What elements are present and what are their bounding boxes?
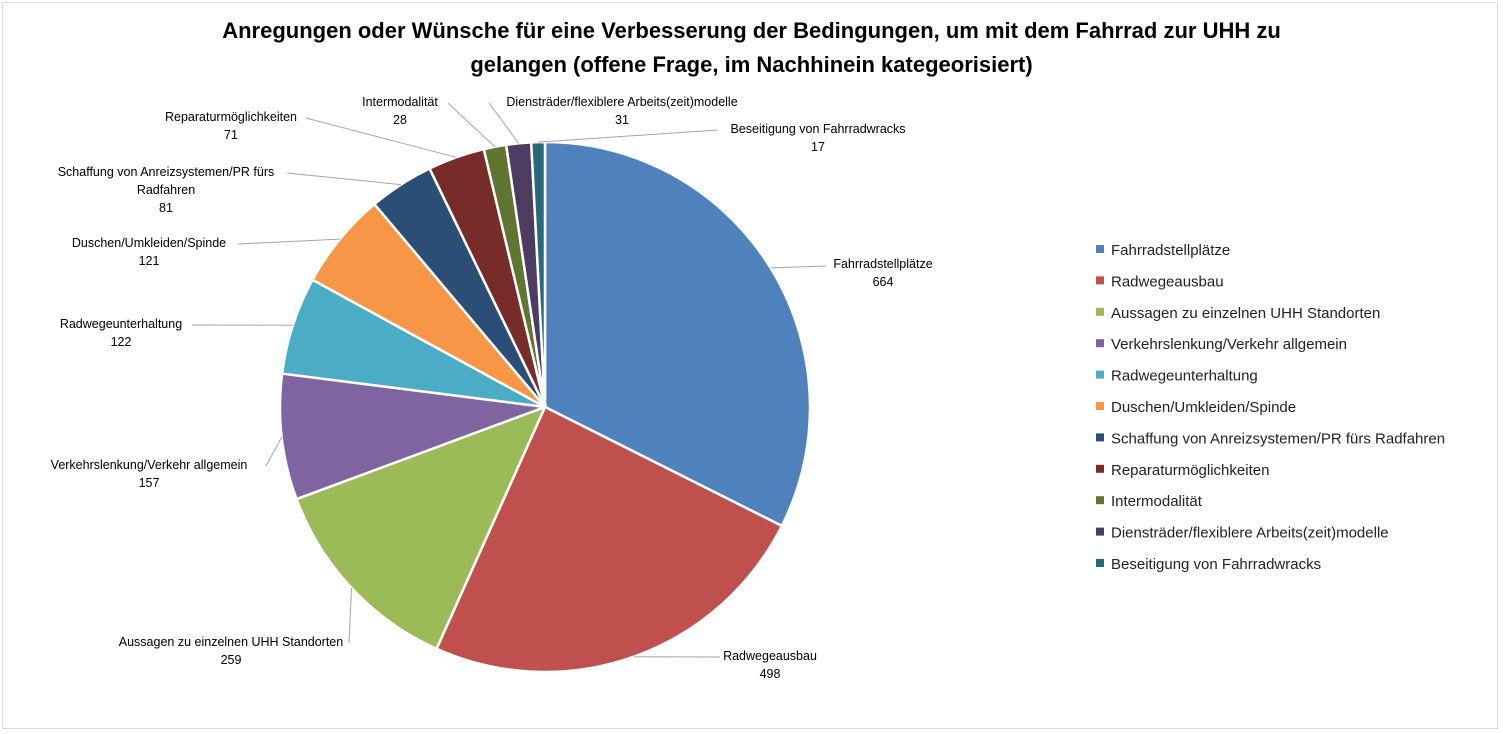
legend-label-radwegeausbau: Radwegeausbau xyxy=(1111,273,1224,290)
legend-label-aussagen-zu-einzelnen-uhh-standorten: Aussagen zu einzelnen UHH Standorten xyxy=(1111,305,1380,322)
legend-swatch-schaffung-von-anreizsystemen-pr-furs-radfahren xyxy=(1096,433,1104,442)
leader-line-beseitigung-von-fahrradwracks xyxy=(538,129,719,143)
legend-swatch-intermodalitat xyxy=(1096,496,1104,505)
leader-line-schaffung-von-anreizsystemen-pr-furs-radfahren xyxy=(286,172,401,186)
chart-title-line-2: gelangen (offene Frage, im Nachhinein ka… xyxy=(470,52,1033,77)
legend-swatch-verkehrslenkung-verkehr-allgemein xyxy=(1096,339,1104,348)
chart-title: Anregungen oder Wünsche für eine Verbess… xyxy=(0,14,1503,82)
legend-swatch-reparaturmoglichkeiten xyxy=(1096,464,1104,473)
legend-swatch-beseitigung-von-fahrradwracks xyxy=(1096,559,1104,567)
leader-line-verkehrslenkung-verkehr-allgemein xyxy=(265,436,283,467)
data-label-value-dienstrader-flexiblere-arbeits-zeit-modelle: 31 xyxy=(615,113,629,127)
leader-line-dienstrader-flexiblere-arbeits-zeit-modelle xyxy=(488,102,520,144)
legend-swatch-fahrradstellplatze xyxy=(1096,245,1104,253)
legend-label-schaffung-von-anreizsystemen-pr-furs-radfahren: Schaffung von Anreizsystemen/PR fürs Rad… xyxy=(1111,430,1445,447)
legend-label-verkehrslenkung-verkehr-allgemein: Verkehrslenkung/Verkehr allgemein xyxy=(1111,336,1347,353)
data-label-value-radwegeunterhaltung: 122 xyxy=(111,335,132,349)
data-label-category-radwegeausbau: Radwegeausbau xyxy=(723,649,817,663)
data-label-value-aussagen-zu-einzelnen-uhh-standorten: 259 xyxy=(221,653,242,667)
leader-line-reparaturmoglichkeiten xyxy=(305,117,457,158)
leader-line-aussagen-zu-einzelnen-uhh-standorten xyxy=(348,587,352,644)
legend-swatch-duschen-umkleiden-spinde xyxy=(1096,402,1104,410)
data-label-value-reparaturmoglichkeiten: 71 xyxy=(224,128,238,142)
data-label-category-schaffung-von-anreizsystemen-pr-furs-radfahren: Radfahren xyxy=(137,183,195,197)
data-label-category-aussagen-zu-einzelnen-uhh-standorten: Aussagen zu einzelnen UHH Standorten xyxy=(119,635,343,649)
data-label-value-beseitigung-von-fahrradwracks: 17 xyxy=(811,140,825,154)
data-label-category-reparaturmoglichkeiten: Reparaturmöglichkeiten xyxy=(165,110,297,124)
legend-label-radwegeunterhaltung: Radwegeunterhaltung xyxy=(1111,368,1258,385)
data-label-value-radwegeausbau: 498 xyxy=(760,667,781,681)
data-label-value-verkehrslenkung-verkehr-allgemein: 157 xyxy=(139,476,160,490)
legend: Fahrradstellplätze Radwegeausbau Aussagen … xyxy=(1096,242,1445,573)
data-labels: Fahrradstellplätze 664 Radwegeausbau 498 Aus… xyxy=(51,95,933,681)
legend-label-duschen-umkleiden-spinde: Duschen/Umkleiden/Spinde xyxy=(1111,399,1296,416)
data-label-category-fahrradstellplatze: Fahrradstellplätze xyxy=(833,257,932,271)
data-label-category-beseitigung-von-fahrradwracks: Beseitigung von Fahrradwracks xyxy=(730,122,905,136)
data-label-value-schaffung-von-anreizsystemen-pr-furs-radfahren: 81 xyxy=(159,201,173,215)
leader-line-duschen-umkleiden-spinde xyxy=(237,238,341,245)
data-label-category-radwegeunterhaltung: Radwegeunterhaltung xyxy=(60,317,182,331)
legend-label-reparaturmoglichkeiten: Reparaturmöglichkeiten xyxy=(1111,462,1269,479)
legend-label-beseitigung-von-fahrradwracks: Beseitigung von Fahrradwracks xyxy=(1111,556,1321,573)
leader-line-intermodalitat xyxy=(447,102,496,148)
legend-label-fahrradstellplatze: Fahrradstellplätze xyxy=(1111,242,1230,259)
data-label-value-intermodalitat: 28 xyxy=(393,113,407,127)
chart-title-line-1: Anregungen oder Wünsche für eine Verbess… xyxy=(222,18,1281,43)
leader-line-fahrradstellplatze xyxy=(770,265,827,269)
data-label-category-verkehrslenkung-verkehr-allgemein: Verkehrslenkung/Verkehr allgemein xyxy=(51,458,248,472)
data-label-category-duschen-umkleiden-spinde: Duschen/Umkleiden/Spinde xyxy=(72,236,226,250)
pie-slices xyxy=(278,140,812,674)
leader-lines xyxy=(191,102,827,658)
legend-swatch-dienstrader-flexiblere-arbeits-zeit-modelle xyxy=(1096,527,1104,536)
data-label-value-fahrradstellplatze: 664 xyxy=(873,275,894,289)
data-label-category-dienstrader-flexiblere-arbeits-zeit-modelle: Diensträder/flexiblere Arbeits(zeit)mode… xyxy=(506,95,737,109)
pie-slice-radwegeausbau xyxy=(434,405,784,674)
legend-label-intermodalitat: Intermodalität xyxy=(1111,493,1203,510)
legend-label-dienstrader-flexiblere-arbeits-zeit-modelle: Diensträder/flexiblere Arbeits(zeit)mode… xyxy=(1111,525,1389,542)
legend-swatch-aussagen-zu-einzelnen-uhh-standorten xyxy=(1096,307,1104,316)
data-label-category-intermodalitat: Intermodalität xyxy=(362,95,438,109)
legend-swatch-radwegeausbau xyxy=(1096,276,1104,285)
data-label-category-schaffung-von-anreizsystemen-pr-furs-radfahren: Schaffung von Anreizsystemen/PR fürs xyxy=(58,165,275,179)
legend-swatch-radwegeunterhaltung xyxy=(1096,370,1104,379)
data-label-value-duschen-umkleiden-spinde: 121 xyxy=(139,254,160,268)
pie-slice-verkehrslenkung-verkehr-allgemein xyxy=(278,372,546,501)
